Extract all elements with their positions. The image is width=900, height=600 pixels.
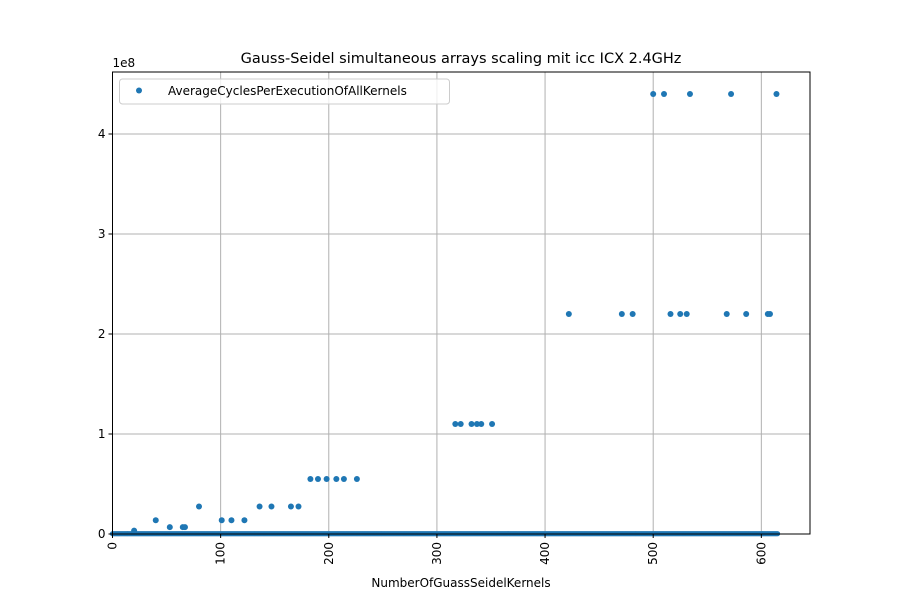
data-point xyxy=(728,91,735,97)
y-tick-label: 3 xyxy=(98,227,106,241)
legend-label: AverageCyclesPerExecutionOfAllKernels xyxy=(168,84,407,98)
data-point xyxy=(473,421,480,427)
data-point xyxy=(256,503,263,510)
data-point xyxy=(683,311,690,317)
data-point xyxy=(661,91,668,97)
data-point xyxy=(287,503,294,510)
x-tick-label: 400 xyxy=(538,542,552,565)
x-tick-label: 500 xyxy=(646,542,660,565)
data-point xyxy=(295,503,302,510)
data-point xyxy=(323,476,330,482)
data-point xyxy=(478,421,485,427)
data-point xyxy=(314,476,321,482)
data-point xyxy=(565,311,572,317)
data-point xyxy=(166,524,173,531)
data-point xyxy=(618,311,625,317)
data-point xyxy=(650,91,657,97)
chart-title: Gauss-Seidel simultaneous arrays scaling… xyxy=(241,51,682,67)
data-point xyxy=(452,421,459,427)
data-point xyxy=(667,311,674,317)
plot-frame xyxy=(112,71,811,535)
x-axis-title: NumberOfGuassSeidelKernels xyxy=(371,576,550,590)
data-point xyxy=(307,476,314,482)
data-point xyxy=(677,311,684,317)
data-point xyxy=(196,503,203,510)
data-point xyxy=(340,476,347,482)
data-point xyxy=(468,421,475,427)
data-point xyxy=(228,517,235,524)
x-tick-label: 0 xyxy=(106,542,120,550)
data-point xyxy=(218,517,225,524)
legend-marker xyxy=(136,87,142,94)
data-point xyxy=(773,91,780,97)
y-tick-label: 4 xyxy=(98,127,106,141)
data-point xyxy=(181,524,188,531)
data-point xyxy=(686,91,693,97)
x-tick-label: 300 xyxy=(430,542,444,565)
data-point xyxy=(723,311,730,317)
data-point xyxy=(241,517,248,524)
data-point xyxy=(743,311,750,317)
data-point xyxy=(353,476,360,482)
x-tick-label: 100 xyxy=(214,542,228,565)
data-point xyxy=(268,503,275,510)
x-tick-label: 200 xyxy=(322,542,336,565)
y-tick-label: 0 xyxy=(98,527,106,541)
data-point xyxy=(457,421,464,427)
axis-ticks: 0 100 200 300 400 500 600 0 1 2 3 4 xyxy=(98,127,768,565)
data-point xyxy=(629,311,636,317)
data-point xyxy=(333,476,340,482)
data-point xyxy=(489,421,496,427)
x-tick-label: 600 xyxy=(754,542,768,565)
data-point xyxy=(131,527,138,534)
data-point xyxy=(152,517,159,524)
data-point xyxy=(766,311,773,317)
y-tick-label: 2 xyxy=(98,327,106,341)
y-axis-offset-label: 1e8 xyxy=(113,56,136,70)
legend-box xyxy=(119,78,450,105)
legend: AverageCyclesPerExecutionOfAllKernels xyxy=(119,78,450,105)
y-tick-label: 1 xyxy=(98,427,106,441)
